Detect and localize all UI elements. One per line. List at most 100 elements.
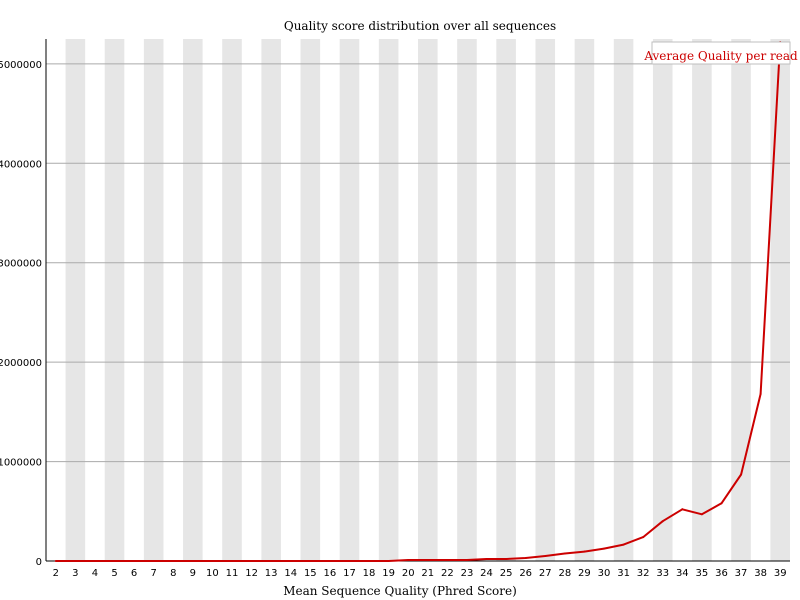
x-tick-label: 6 (131, 568, 137, 579)
data-point (152, 560, 155, 562)
y-tick-label: 4000000 (0, 159, 42, 170)
data-point (289, 560, 292, 562)
data-point (407, 559, 410, 562)
x-tick-label: 4 (92, 568, 98, 579)
band-25 (496, 39, 516, 561)
x-tick-label: 28 (558, 568, 571, 579)
x-tick-label: 32 (637, 568, 650, 579)
band-13 (261, 39, 281, 561)
band-3 (65, 39, 86, 561)
band-29 (574, 39, 595, 561)
x-tick-label: 13 (265, 568, 278, 579)
x-tick-label: 20 (402, 568, 415, 579)
data-point (759, 392, 762, 395)
data-point (133, 560, 136, 562)
x-tick-label: 9 (190, 568, 196, 579)
series-lines (55, 41, 782, 562)
x-tick-label: 15 (304, 568, 317, 579)
band-35 (692, 39, 712, 561)
data-point (309, 560, 312, 562)
data-point (270, 560, 273, 562)
band-23 (457, 39, 477, 561)
y-tick-label: 1000000 (0, 458, 42, 469)
data-point (740, 473, 743, 476)
data-point (54, 560, 57, 562)
data-point (505, 558, 508, 561)
gridlines (46, 63, 790, 463)
x-tick-label: 35 (696, 568, 709, 579)
band-31 (613, 39, 634, 561)
band-9 (183, 39, 203, 561)
data-point (603, 547, 605, 550)
x-tick-label: 24 (480, 568, 493, 579)
x-tick-label: 31 (617, 568, 630, 579)
band-5 (104, 39, 125, 561)
y-tick-label: 0 (36, 557, 42, 568)
band-15 (300, 39, 321, 561)
band-19 (378, 39, 399, 561)
data-point (642, 536, 645, 539)
x-tick-label: 18 (363, 568, 376, 579)
data-point (446, 559, 449, 562)
x-tick-label: 14 (284, 568, 297, 579)
x-tick-label: 19 (382, 568, 395, 579)
data-point (563, 552, 566, 555)
band-21 (418, 39, 438, 561)
background-bands (65, 39, 790, 561)
x-tick-label: 5 (111, 568, 117, 579)
band-33 (652, 39, 673, 561)
data-point (544, 555, 547, 558)
x-tick-label: 23 (461, 568, 474, 579)
x-tick-label: 26 (519, 568, 532, 579)
data-point (485, 558, 488, 561)
data-point (211, 560, 214, 562)
x-tick-label: 16 (324, 568, 337, 579)
x-tick-label: 27 (539, 568, 552, 579)
x-tick-label: 36 (715, 568, 728, 579)
legend-box (651, 41, 791, 65)
data-point (93, 560, 96, 562)
data-point (387, 560, 390, 562)
band-39 (770, 39, 790, 561)
band-7 (143, 39, 164, 561)
chart-title: Quality score distribution over all sequ… (284, 19, 556, 33)
x-tick-label: 34 (676, 568, 689, 579)
x-tick-label: 25 (500, 568, 513, 579)
x-tick-label: 12 (245, 568, 258, 579)
y-tick-label: 5000000 (0, 60, 42, 71)
x-tick-label: 7 (150, 568, 156, 579)
y-tick-label: 3000000 (0, 259, 42, 270)
data-point (622, 543, 625, 546)
data-point (328, 560, 331, 562)
data-point (74, 560, 77, 562)
x-tick-label: 21 (421, 568, 434, 579)
data-point (250, 560, 253, 562)
y-tick-labels: 0 1000000 2000000 3000000 4000000 5000000 (0, 60, 42, 568)
x-tick-label: 37 (735, 568, 748, 579)
legend: Average Quality per read (643, 41, 798, 65)
x-tick-label: 8 (170, 568, 176, 579)
data-point (348, 560, 351, 562)
band-11 (222, 39, 242, 561)
data-point (720, 502, 723, 505)
legend-entry: Average Quality per read (643, 49, 798, 63)
data-point (191, 560, 194, 562)
data-point (661, 520, 664, 523)
band-27 (535, 39, 556, 561)
x-tick-label: 29 (578, 568, 591, 579)
x-tick-labels: 2 3 4 5 6 7 8 9 10 11 12 13 14 15 16 17 18 19 20 21 22 23 24 25… (53, 568, 787, 579)
x-tick-label: 10 (206, 568, 219, 579)
x-tick-label: 39 (774, 568, 787, 579)
band-37 (731, 39, 751, 561)
data-point (368, 560, 371, 562)
data-point (524, 557, 527, 560)
data-point (113, 560, 116, 562)
x-tick-label: 30 (598, 568, 611, 579)
x-tick-label: 3 (72, 568, 78, 579)
data-point (681, 508, 684, 511)
x-tick-label: 11 (226, 568, 239, 579)
x-axis-label: Mean Sequence Quality (Phred Score) (283, 584, 517, 598)
data-point (700, 513, 703, 516)
band-17 (339, 39, 360, 561)
